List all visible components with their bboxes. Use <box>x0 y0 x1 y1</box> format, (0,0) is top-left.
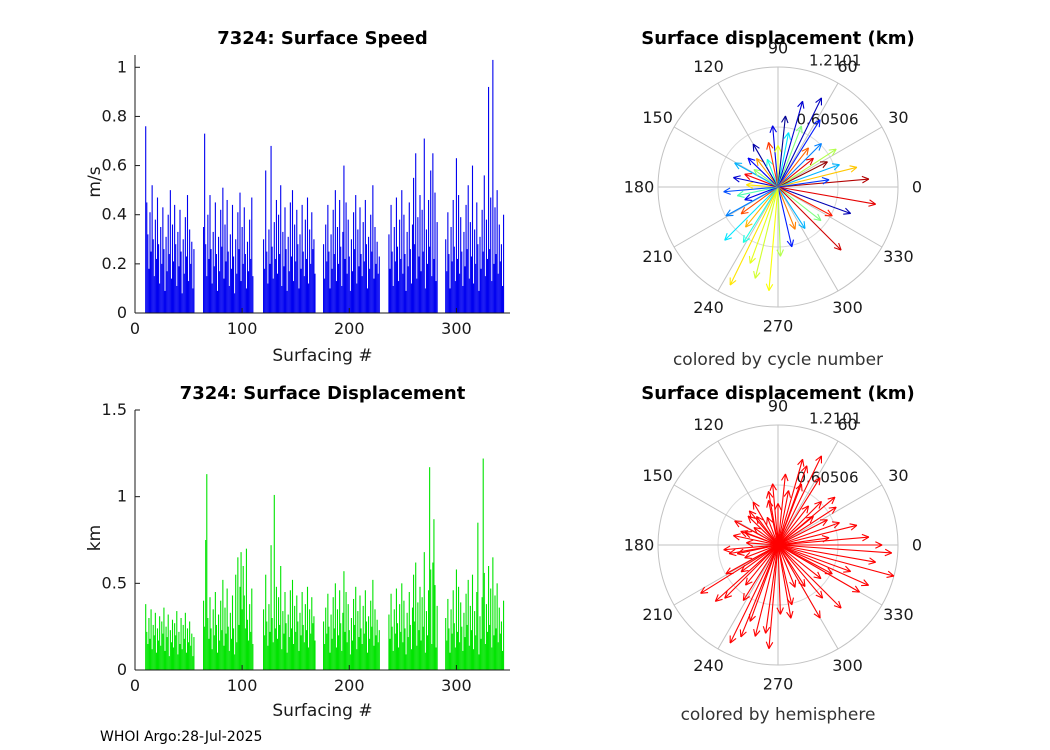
svg-text:0: 0 <box>117 303 127 322</box>
svg-text:100: 100 <box>227 319 258 338</box>
polar-displacement-cycle-chart: 0 30 60 90 120 150 180 210 240 270 300 330 0.60506 1.… <box>624 39 922 336</box>
svg-text:0.60506: 0.60506 <box>796 110 858 128</box>
svg-text:150: 150 <box>642 108 673 127</box>
surface-speed-title: 7324: Surface Speed <box>217 28 428 49</box>
polar-cycle-caption: colored by cycle number <box>672 350 884 370</box>
svg-text:180: 180 <box>624 178 655 197</box>
surface-speed-chart: 0 100 200 300 0 0.2 0.4 0.6 0.8 1 <box>102 55 510 338</box>
speed-x-axis-label: Surfacing # <box>272 346 373 366</box>
svg-text:0: 0 <box>130 676 140 695</box>
svg-text:0: 0 <box>912 536 922 555</box>
svg-text:0.2: 0.2 <box>102 254 127 273</box>
svg-text:90: 90 <box>768 39 788 58</box>
svg-text:240: 240 <box>693 298 724 317</box>
svg-text:200: 200 <box>334 319 365 338</box>
svg-text:210: 210 <box>642 605 673 624</box>
svg-text:1.2101: 1.2101 <box>809 410 862 428</box>
svg-text:210: 210 <box>642 247 673 266</box>
surface-displacement-chart: 0 100 200 300 0 0.5 1 1.5 <box>102 400 510 695</box>
svg-text:0.4: 0.4 <box>102 205 127 224</box>
svg-text:0.8: 0.8 <box>102 106 127 125</box>
svg-text:0.5: 0.5 <box>102 573 127 592</box>
svg-text:150: 150 <box>642 466 673 485</box>
svg-text:0: 0 <box>117 660 127 679</box>
svg-text:330: 330 <box>883 247 914 266</box>
svg-text:1.5: 1.5 <box>102 400 127 419</box>
svg-text:200: 200 <box>334 676 365 695</box>
svg-text:1.2101: 1.2101 <box>809 52 862 70</box>
svg-text:60: 60 <box>837 415 857 434</box>
svg-text:1: 1 <box>117 57 127 76</box>
svg-text:0: 0 <box>912 178 922 197</box>
svg-text:0.60506: 0.60506 <box>796 468 858 486</box>
svg-text:120: 120 <box>693 415 724 434</box>
svg-text:1: 1 <box>117 487 127 506</box>
surface-displacement-title: 7324: Surface Displacement <box>179 383 466 404</box>
svg-text:240: 240 <box>693 656 724 675</box>
polar-displacement-hemisphere-chart: 0 30 60 90 120 150 180 210 240 270 300 330 0.60506 1.… <box>624 397 922 694</box>
svg-text:0.6: 0.6 <box>102 156 127 175</box>
svg-text:180: 180 <box>624 536 655 555</box>
footer-annotation: WHOI Argo:28-Jul-2025 <box>100 729 263 745</box>
polar-hemisphere-title: Surface displacement (km) <box>641 383 915 404</box>
svg-text:300: 300 <box>441 319 472 338</box>
svg-text:270: 270 <box>763 675 794 694</box>
displacement-x-axis-label: Surfacing # <box>272 701 373 721</box>
svg-text:90: 90 <box>768 397 788 416</box>
svg-text:30: 30 <box>888 108 908 127</box>
svg-text:270: 270 <box>763 317 794 336</box>
polar-cycle-title: Surface displacement (km) <box>641 28 915 49</box>
polar-hemisphere-caption: colored by hemisphere <box>680 705 876 725</box>
svg-text:30: 30 <box>888 466 908 485</box>
svg-text:330: 330 <box>883 605 914 624</box>
svg-text:300: 300 <box>441 676 472 695</box>
svg-text:60: 60 <box>837 57 857 76</box>
svg-text:300: 300 <box>832 656 863 675</box>
svg-text:120: 120 <box>693 57 724 76</box>
svg-text:0: 0 <box>130 319 140 338</box>
svg-text:300: 300 <box>832 298 863 317</box>
svg-text:100: 100 <box>227 676 258 695</box>
